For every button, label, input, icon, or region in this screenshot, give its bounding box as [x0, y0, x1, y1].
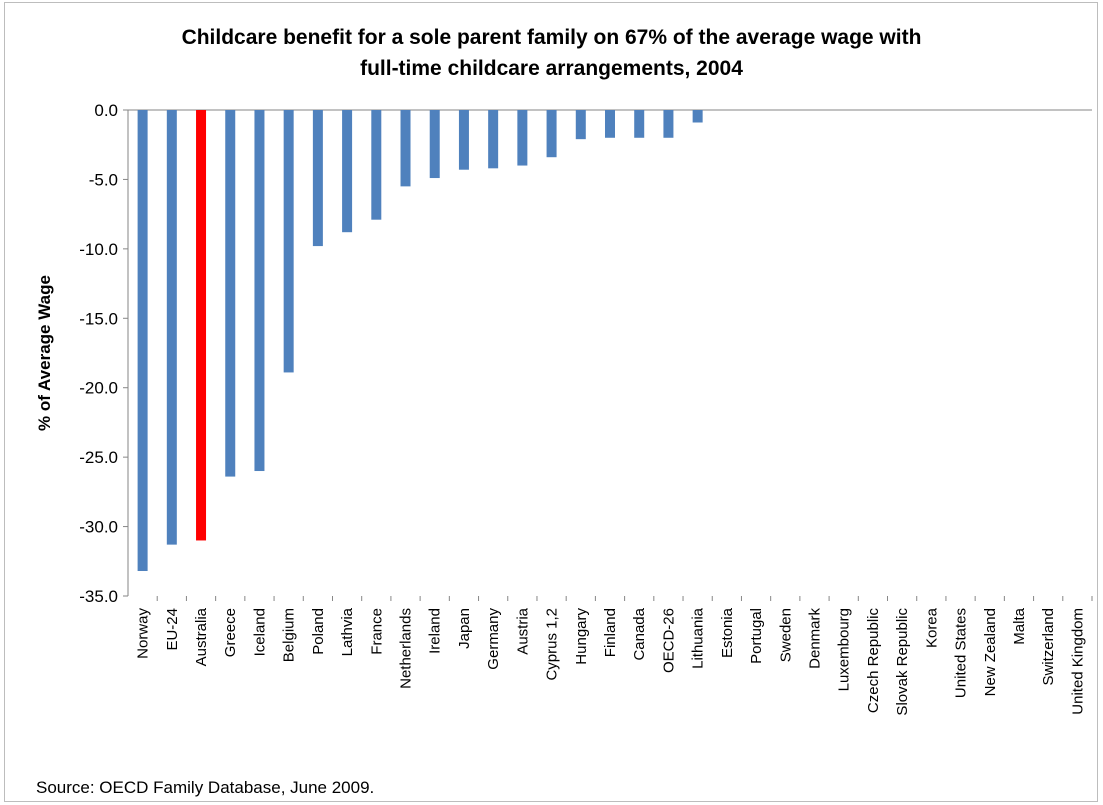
bar [634, 110, 645, 138]
bar [663, 110, 674, 138]
y-tick-label: -15.0 [79, 309, 118, 328]
x-tick-label: Poland [310, 608, 327, 655]
bar [517, 110, 528, 166]
x-tick-label: Austria [514, 607, 531, 654]
x-tick-label: United Kingdom [1069, 608, 1086, 715]
x-tick-label: OECD-26 [660, 608, 677, 673]
bar [342, 110, 353, 233]
x-tick-label: Finland [602, 608, 619, 657]
x-tick-label: Australia [193, 607, 210, 666]
source-note: Source: OECD Family Database, June 2009. [36, 778, 375, 797]
bar [546, 110, 557, 158]
x-tick-label: Iceland [251, 608, 268, 656]
bar [166, 110, 177, 545]
chart-title-line-2: full-time childcare arrangements, 2004 [360, 57, 743, 80]
x-tick-label: Greece [222, 608, 239, 657]
x-tick-label: Luxembourg [836, 608, 853, 691]
bar [429, 110, 440, 179]
bar [137, 110, 148, 572]
chart-title-line-1: Childcare benefit for a sole parent fami… [181, 26, 922, 49]
bar [254, 110, 265, 472]
x-tick-label: Lathvia [339, 607, 356, 656]
y-axis-title: % of Average Wage [35, 275, 54, 431]
y-tick-label: 0.0 [94, 101, 118, 120]
bar [692, 110, 703, 123]
x-tick-label: Germany [485, 608, 502, 670]
x-tick-label: EU-24 [164, 608, 181, 651]
y-tick-label: -10.0 [79, 240, 118, 259]
x-tick-label: Denmark [806, 608, 823, 669]
bar [312, 110, 323, 247]
bar [458, 110, 469, 170]
y-tick-label: -5.0 [89, 170, 118, 189]
x-tick-label: Estonia [719, 607, 736, 658]
bar [196, 110, 207, 541]
bar [283, 110, 294, 373]
x-tick-label: Cyprus 1,2 [544, 608, 561, 681]
bar [371, 110, 382, 220]
x-tick-label: Korea [923, 607, 940, 648]
x-tick-label: Slovak Republic [894, 608, 911, 716]
x-tick-label: United States [953, 608, 970, 698]
x-tick-label: New Zealand [982, 608, 999, 696]
bar [488, 110, 499, 169]
bar [575, 110, 586, 140]
y-tick-label: -25.0 [79, 448, 118, 467]
x-tick-label: Lithuania [690, 607, 707, 669]
x-tick-label: Hungary [573, 608, 590, 665]
x-tick-label: Canada [631, 607, 648, 660]
bar [225, 110, 236, 477]
y-tick-label: -30.0 [79, 518, 118, 537]
x-tick-label: Netherlands [398, 608, 415, 689]
chart-title: Childcare benefit for a sole parent fami… [0, 22, 1103, 84]
x-tick-label: Malta [1011, 607, 1028, 644]
x-tick-label: France [368, 608, 385, 655]
x-tick-label: Ireland [427, 608, 444, 654]
bar [400, 110, 411, 187]
x-tick-label: Czech Republic [865, 608, 882, 714]
x-tick-label: Sweden [777, 608, 794, 662]
y-tick-label: -20.0 [79, 379, 118, 398]
y-tick-label: -35.0 [79, 587, 118, 606]
x-tick-label: Switzerland [1040, 608, 1057, 686]
x-tick-label: Portugal [748, 608, 765, 664]
x-tick-label: Norway [135, 608, 152, 659]
x-tick-label: Belgium [281, 608, 298, 662]
bar [605, 110, 615, 138]
x-tick-label: Japan [456, 608, 473, 649]
